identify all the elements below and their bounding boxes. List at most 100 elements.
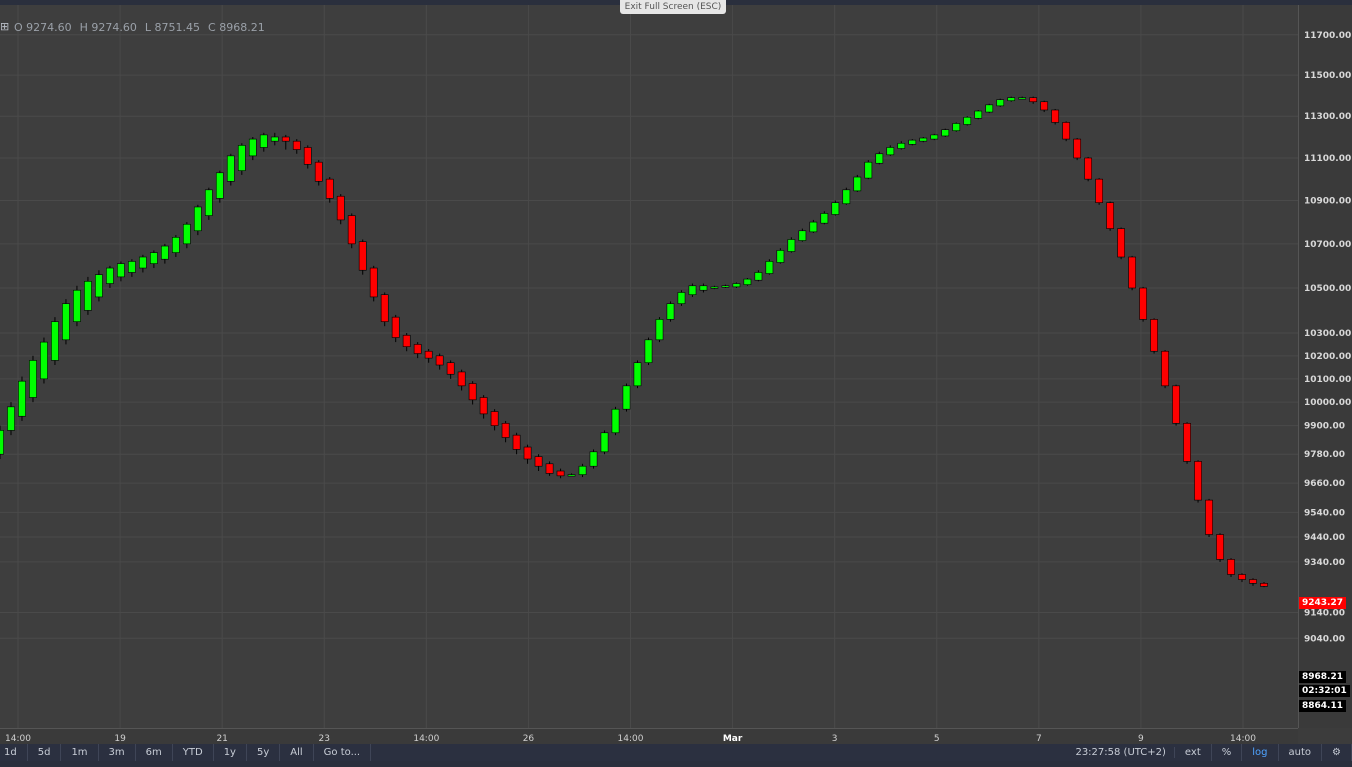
candle[interactable] xyxy=(490,409,499,431)
candle[interactable] xyxy=(1172,384,1180,426)
chart-plot-area[interactable]: ⊞ O 9274.60 H 9274.60 L 8751.45 C 8968.2… xyxy=(0,5,1298,728)
candle[interactable] xyxy=(7,402,15,436)
candle[interactable] xyxy=(128,259,136,277)
candle[interactable] xyxy=(622,383,631,412)
range-1d-button[interactable]: 1d xyxy=(0,744,28,761)
candle[interactable] xyxy=(413,342,422,359)
auto-toggle[interactable]: auto xyxy=(1279,744,1323,761)
candle[interactable] xyxy=(292,139,301,154)
candle[interactable] xyxy=(446,360,455,379)
candle[interactable] xyxy=(644,337,653,366)
candle[interactable] xyxy=(842,187,851,205)
candle[interactable] xyxy=(226,153,235,186)
candle[interactable] xyxy=(699,283,708,293)
candle[interactable] xyxy=(95,270,103,302)
candle[interactable] xyxy=(611,406,620,436)
candle[interactable] xyxy=(150,250,158,269)
candle[interactable] xyxy=(62,299,70,345)
candle[interactable] xyxy=(1194,460,1202,503)
candle[interactable] xyxy=(1249,578,1257,586)
candle[interactable] xyxy=(237,143,246,175)
candle[interactable] xyxy=(325,177,334,203)
candle[interactable] xyxy=(1029,96,1038,104)
candle[interactable] xyxy=(545,461,554,476)
candle[interactable] xyxy=(776,248,785,264)
candle[interactable] xyxy=(578,463,587,478)
candle[interactable] xyxy=(666,301,675,322)
range-all-button[interactable]: All xyxy=(280,744,314,761)
candle[interactable] xyxy=(589,449,598,469)
candle[interactable] xyxy=(798,228,807,242)
candle[interactable] xyxy=(952,122,961,132)
range-5y-button[interactable]: 5y xyxy=(247,744,281,761)
candle[interactable] xyxy=(160,243,169,264)
price-axis[interactable]: 11700.00 11500.00 11300.00 11100.00 10900.00… xyxy=(1298,5,1352,728)
candle[interactable] xyxy=(523,444,532,464)
candle[interactable] xyxy=(930,133,939,141)
candle[interactable] xyxy=(40,337,48,384)
range-1y-button[interactable]: 1y xyxy=(214,744,247,761)
goto-button[interactable]: Go to... xyxy=(314,744,372,761)
range-6m-button[interactable]: 6m xyxy=(136,744,173,761)
candle[interactable] xyxy=(985,103,994,114)
candle[interactable] xyxy=(479,395,488,419)
candle[interactable] xyxy=(1073,138,1082,161)
candle[interactable] xyxy=(117,261,125,282)
range-5d-button[interactable]: 5d xyxy=(28,744,62,761)
candle[interactable] xyxy=(182,222,191,249)
candle[interactable] xyxy=(710,285,719,290)
candle[interactable] xyxy=(820,211,829,225)
candle[interactable] xyxy=(1161,350,1169,389)
candle[interactable] xyxy=(1260,582,1268,588)
candle[interactable] xyxy=(732,282,741,289)
candle[interactable] xyxy=(1051,108,1060,125)
candle[interactable] xyxy=(435,353,444,370)
candle[interactable] xyxy=(919,136,928,143)
settings-gear-icon[interactable]: ⚙ xyxy=(1322,744,1352,761)
candle[interactable] xyxy=(897,141,906,150)
candle[interactable] xyxy=(655,317,664,343)
candle[interactable] xyxy=(677,290,686,306)
candle[interactable] xyxy=(0,425,4,459)
candle[interactable] xyxy=(787,237,796,253)
ext-toggle[interactable]: ext xyxy=(1175,744,1212,761)
candle[interactable] xyxy=(1238,573,1246,583)
candle[interactable] xyxy=(139,254,147,273)
candle[interactable] xyxy=(424,348,433,363)
candle[interactable] xyxy=(193,204,202,236)
clock-readout[interactable]: 23:27:58 (UTC+2) xyxy=(1067,747,1175,758)
candle[interactable] xyxy=(457,369,466,391)
candle[interactable] xyxy=(1117,227,1125,260)
candle[interactable] xyxy=(633,360,642,389)
candle[interactable] xyxy=(743,277,752,286)
candle[interactable] xyxy=(1205,498,1213,537)
candle[interactable] xyxy=(402,332,411,352)
candle[interactable] xyxy=(886,145,895,156)
candle[interactable] xyxy=(171,235,180,258)
candle[interactable] xyxy=(1183,422,1191,464)
candle[interactable] xyxy=(1227,558,1235,577)
candle[interactable] xyxy=(73,285,81,327)
candle[interactable] xyxy=(215,170,224,203)
candle[interactable] xyxy=(468,381,477,405)
candle[interactable] xyxy=(18,376,26,421)
candle[interactable] xyxy=(1095,178,1104,205)
candle[interactable] xyxy=(1018,96,1027,100)
candle[interactable] xyxy=(864,160,873,180)
exit-fullscreen-button[interactable]: Exit Full Screen (ESC) xyxy=(620,0,726,14)
candle[interactable] xyxy=(29,355,37,403)
candle[interactable] xyxy=(600,430,609,455)
candle[interactable] xyxy=(809,219,818,233)
candle[interactable] xyxy=(534,454,543,472)
candle[interactable] xyxy=(380,292,389,327)
candle[interactable] xyxy=(875,151,884,165)
candlestick-chart[interactable] xyxy=(0,5,1298,728)
candle[interactable] xyxy=(688,283,697,297)
candle[interactable] xyxy=(963,116,972,126)
candle[interactable] xyxy=(908,139,917,146)
candle[interactable] xyxy=(336,194,345,225)
candle[interactable] xyxy=(501,420,510,443)
candle[interactable] xyxy=(1040,100,1049,113)
candle[interactable] xyxy=(1139,286,1147,322)
candle[interactable] xyxy=(259,132,268,152)
